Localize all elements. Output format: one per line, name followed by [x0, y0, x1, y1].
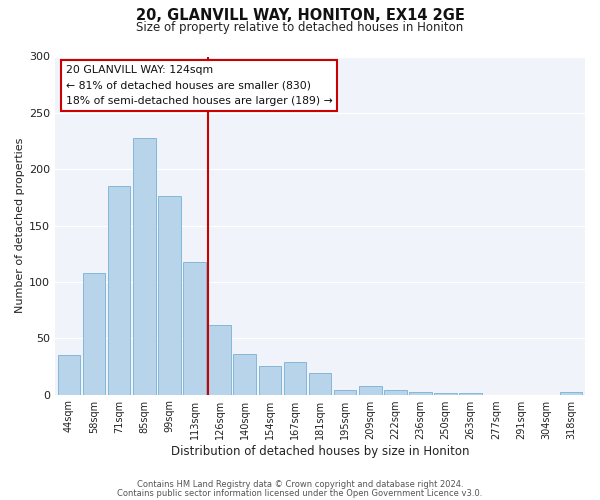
Bar	[259, 366, 281, 394]
Bar	[108, 186, 130, 394]
Bar	[83, 273, 106, 394]
Bar	[309, 373, 331, 394]
Bar	[158, 196, 181, 394]
Bar	[58, 355, 80, 395]
Bar	[409, 392, 432, 394]
Bar	[233, 354, 256, 395]
Bar	[359, 386, 382, 394]
Bar	[284, 362, 306, 394]
Y-axis label: Number of detached properties: Number of detached properties	[15, 138, 25, 313]
Bar	[183, 262, 206, 394]
Bar	[560, 392, 583, 394]
Bar	[334, 390, 356, 394]
Bar	[384, 390, 407, 394]
Text: Contains HM Land Registry data © Crown copyright and database right 2024.: Contains HM Land Registry data © Crown c…	[137, 480, 463, 489]
Text: Contains public sector information licensed under the Open Government Licence v3: Contains public sector information licen…	[118, 488, 482, 498]
Text: Size of property relative to detached houses in Honiton: Size of property relative to detached ho…	[136, 21, 464, 34]
Text: 20 GLANVILL WAY: 124sqm
← 81% of detached houses are smaller (830)
18% of semi-d: 20 GLANVILL WAY: 124sqm ← 81% of detache…	[66, 65, 332, 106]
Bar	[133, 138, 155, 394]
Bar	[208, 324, 231, 394]
Text: 20, GLANVILL WAY, HONITON, EX14 2GE: 20, GLANVILL WAY, HONITON, EX14 2GE	[136, 8, 464, 22]
X-axis label: Distribution of detached houses by size in Honiton: Distribution of detached houses by size …	[171, 444, 469, 458]
